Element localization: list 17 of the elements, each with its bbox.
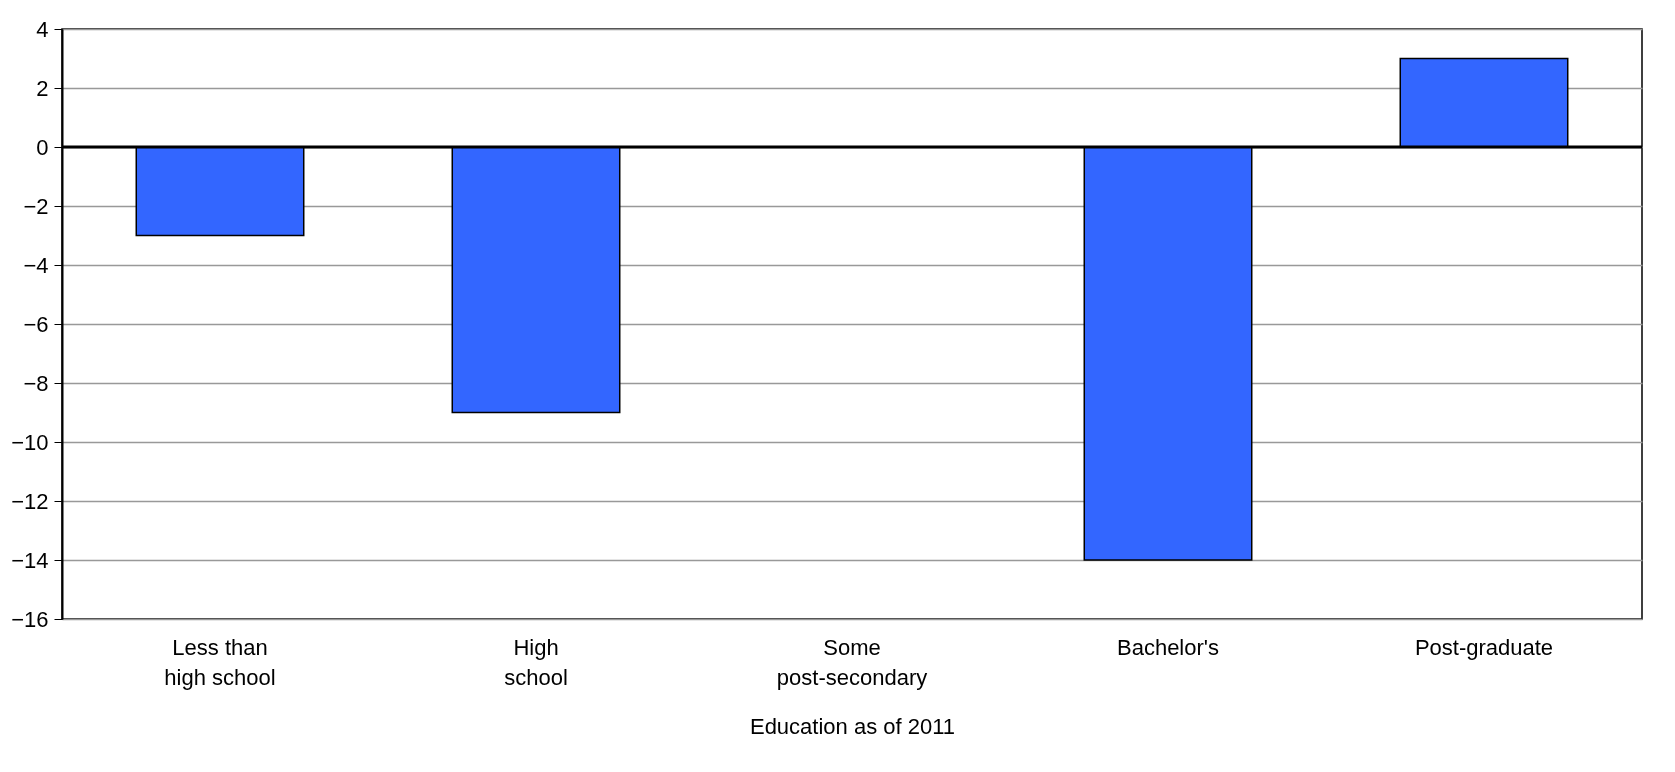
- y-tick-label: −14: [11, 547, 49, 573]
- x-tick-label: Less than high school: [164, 634, 276, 690]
- x-tick-label: Some post-secondary: [776, 634, 928, 690]
- y-tick-label: 2: [36, 75, 49, 101]
- y-tick-label: 4: [36, 16, 49, 42]
- y-tick-label: −10: [11, 429, 49, 455]
- y-tick-label: −8: [23, 370, 49, 396]
- x-tick-label: High school: [504, 634, 568, 690]
- y-tick-label: −2: [23, 193, 49, 219]
- y-tick-label: 0: [36, 134, 49, 160]
- y-tick-label: −12: [11, 488, 49, 514]
- y-tick-label: −6: [23, 311, 49, 337]
- y-tick-label: −4: [23, 252, 49, 278]
- x-tick-label: Post-graduate: [1414, 634, 1554, 660]
- y-tick-label: −16: [11, 606, 49, 632]
- x-axis-title: Education as of 2011: [749, 713, 956, 739]
- x-tick-label: Bachelor's: [1116, 634, 1220, 660]
